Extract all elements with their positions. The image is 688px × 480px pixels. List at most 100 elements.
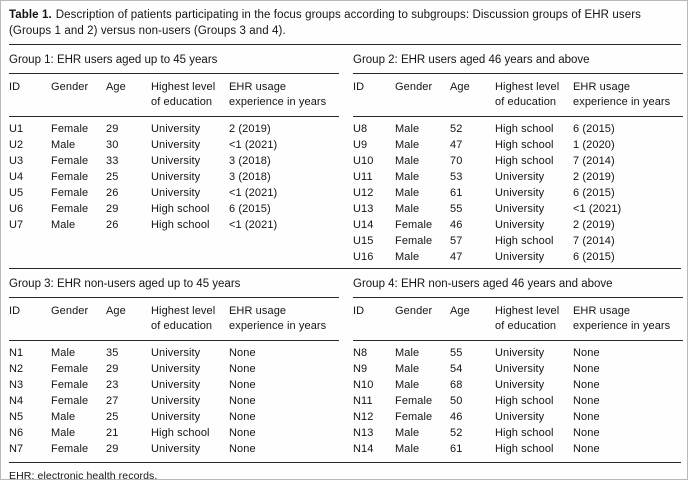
cell-education: University — [151, 139, 201, 151]
cell-age: 52 — [450, 427, 463, 439]
header-experience: EHR usage experience in years — [573, 298, 683, 341]
cell-age: 33 — [106, 155, 119, 167]
cell-gender: Male — [395, 251, 420, 263]
cell-age: 52 — [450, 123, 463, 135]
table-row: N2 Female 29 University None — [9, 361, 339, 377]
header-education: Highest level of education — [495, 298, 573, 341]
table-row: N9 Male 54 University None — [353, 361, 683, 377]
cell-education: University — [151, 411, 201, 423]
table-row: N12 Female 46 University None — [353, 409, 683, 425]
cell-id: U6 — [9, 203, 24, 215]
cell-gender: Female — [51, 187, 89, 199]
cell-gender: Male — [395, 123, 420, 135]
cell-education: University — [151, 155, 201, 167]
header-gender: Gender — [395, 298, 450, 341]
cell-gender: Male — [51, 347, 76, 359]
cell-age: 50 — [450, 395, 463, 407]
cell-gender: Male — [395, 347, 420, 359]
cell-age: 46 — [450, 219, 463, 231]
top-groups-row: Group 1: EHR users aged up to 45 years I… — [9, 45, 683, 265]
cell-id: U10 — [353, 155, 374, 167]
cell-id: N13 — [353, 427, 374, 439]
cell-age: 57 — [450, 235, 463, 247]
cell-age: 68 — [450, 379, 463, 391]
cell-education: High school — [495, 443, 554, 455]
cell-experience: 7 (2014) — [573, 155, 615, 167]
cell-experience: 2 (2019) — [573, 219, 615, 231]
table-row: U6 Female 29 High school 6 (2015) — [9, 201, 339, 217]
cell-id: U13 — [353, 203, 374, 215]
group-3-body: N1 Male 35 University None N2 Female 29 Universi… — [9, 341, 339, 458]
header-id: ID — [9, 298, 51, 341]
header-experience: EHR usage experience in years — [229, 298, 339, 341]
cell-age: 47 — [450, 251, 463, 263]
cell-id: N10 — [353, 379, 374, 391]
group-2-body: U8 Male 52 High school 6 (2015) U9 Male 47 High … — [353, 117, 683, 266]
cell-gender: Female — [51, 123, 89, 135]
cell-gender: Female — [51, 363, 89, 375]
table-row: U9 Male 47 High school 1 (2020) — [353, 137, 683, 153]
cell-experience: 3 (2018) — [229, 171, 271, 183]
group-1-title: Group 1: EHR users aged up to 45 years — [9, 45, 339, 74]
cell-education: University — [151, 443, 201, 455]
cell-age: 70 — [450, 155, 463, 167]
cell-gender: Male — [51, 139, 76, 151]
cell-experience: None — [573, 347, 600, 359]
table-row: N14 Male 61 High school None — [353, 441, 683, 457]
cell-gender: Male — [395, 203, 420, 215]
table-row: U2 Male 30 University <1 (2021) — [9, 137, 339, 153]
header-row: ID Gender Age Highest level of education… — [9, 74, 339, 117]
cell-education: University — [495, 347, 545, 359]
table-row: N11 Female 50 High school None — [353, 393, 683, 409]
cell-gender: Male — [51, 411, 76, 423]
cell-experience: None — [573, 379, 600, 391]
header-id: ID — [9, 74, 51, 117]
cell-education: University — [151, 363, 201, 375]
cell-experience: <1 (2021) — [229, 219, 278, 231]
cell-experience: None — [229, 347, 256, 359]
group-1-header: ID Gender Age Highest level of education… — [9, 74, 339, 117]
cell-gender: Male — [51, 219, 76, 231]
header-age: Age — [106, 298, 151, 341]
cell-education: University — [151, 347, 201, 359]
table-row: N4 Female 27 University None — [9, 393, 339, 409]
caption-divider — [9, 44, 681, 45]
cell-education: University — [495, 187, 545, 199]
cell-education: University — [151, 187, 201, 199]
footnote-divider — [9, 462, 681, 463]
cell-id: N3 — [9, 379, 24, 391]
cell-id: U5 — [9, 187, 24, 199]
group-1-table: ID Gender Age Highest level of education… — [9, 74, 339, 233]
table-caption: Table 1. Description of patients particip… — [9, 7, 681, 39]
cell-gender: Male — [395, 443, 420, 455]
cell-education: University — [151, 123, 201, 135]
table-caption-text: Description of patients participating in… — [9, 9, 642, 37]
cell-age: 26 — [106, 219, 119, 231]
table-row: N6 Male 21 High school None — [9, 425, 339, 441]
table-row: U3 Female 33 University 3 (2018) — [9, 153, 339, 169]
header-age: Age — [106, 74, 151, 117]
cell-id: U16 — [353, 251, 374, 263]
cell-experience: 6 (2015) — [573, 251, 615, 263]
cell-education: High school — [495, 139, 554, 151]
cell-id: N8 — [353, 347, 368, 359]
table-row: N7 Female 29 University None — [9, 441, 339, 457]
bottom-groups-row: Group 3: EHR non-users aged up to 45 yea… — [9, 269, 683, 458]
cell-id: U3 — [9, 155, 24, 167]
cell-education: University — [495, 251, 545, 263]
cell-education: University — [495, 219, 545, 231]
table-row: N1 Male 35 University None — [9, 341, 339, 362]
cell-id: N5 — [9, 411, 24, 423]
header-age: Age — [450, 74, 495, 117]
cell-education: University — [495, 411, 545, 423]
cell-gender: Female — [51, 379, 89, 391]
table-row: N13 Male 52 High school None — [353, 425, 683, 441]
cell-id: N11 — [353, 395, 373, 407]
group-4-section: Group 4: EHR non-users aged 46 years and… — [353, 269, 683, 457]
cell-education: High school — [495, 395, 554, 407]
header-experience: EHR usage experience in years — [229, 74, 339, 117]
cell-age: 25 — [106, 411, 119, 423]
cell-id: U9 — [353, 139, 368, 151]
cell-age: 27 — [106, 395, 119, 407]
group-2-section: Group 2: EHR users aged 46 years and abo… — [353, 45, 683, 265]
